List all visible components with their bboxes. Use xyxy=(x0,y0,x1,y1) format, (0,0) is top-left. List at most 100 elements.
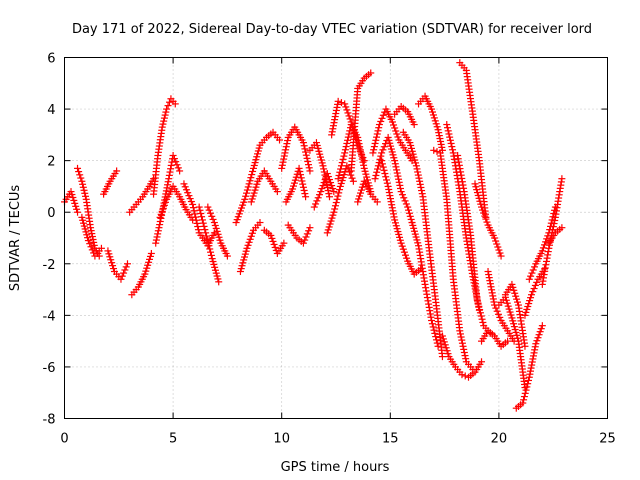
data-point xyxy=(324,173,332,181)
data-point xyxy=(417,183,425,191)
data-point xyxy=(205,206,213,214)
data-point xyxy=(202,229,210,237)
data-point xyxy=(346,127,354,135)
data-point xyxy=(436,135,444,143)
data-point xyxy=(326,220,334,228)
data-point xyxy=(269,237,277,245)
data-point xyxy=(79,183,87,191)
y-tick-label: 0 xyxy=(47,206,55,221)
data-point xyxy=(171,100,179,108)
data-point xyxy=(161,198,169,206)
data-point xyxy=(359,158,367,166)
data-point xyxy=(430,114,438,122)
data-point xyxy=(315,191,323,199)
data-point xyxy=(108,259,116,267)
data-point xyxy=(336,168,344,176)
data-point xyxy=(393,130,401,138)
data-point xyxy=(369,149,377,157)
series-s28 xyxy=(369,105,416,165)
data-point xyxy=(413,165,421,173)
chart-title: Day 171 of 2022, Sidereal Day-to-day VTE… xyxy=(72,22,592,37)
data-point xyxy=(87,224,95,232)
data-point xyxy=(505,305,513,313)
data-point xyxy=(320,168,328,176)
data-point xyxy=(81,192,89,200)
series-s22 xyxy=(310,170,338,211)
y-tick-label: 2 xyxy=(47,155,55,170)
data-point xyxy=(276,136,284,144)
data-point xyxy=(282,146,290,154)
series-s04 xyxy=(100,167,121,198)
data-point xyxy=(355,140,363,148)
series-s33 xyxy=(408,219,442,350)
data-point xyxy=(158,207,166,215)
data-point xyxy=(327,179,335,187)
data-point xyxy=(280,152,288,160)
series-s11 xyxy=(180,180,218,250)
series-s34 xyxy=(415,92,446,154)
x-tick-label: 25 xyxy=(599,432,616,447)
data-point xyxy=(458,339,466,347)
data-point xyxy=(476,309,484,317)
data-point xyxy=(250,189,258,197)
data-point xyxy=(534,334,542,342)
data-point xyxy=(299,180,307,188)
data-point xyxy=(379,111,387,119)
data-point xyxy=(509,283,517,291)
data-point xyxy=(429,111,437,119)
data-point xyxy=(267,231,275,239)
data-point xyxy=(496,313,504,321)
data-point xyxy=(397,239,405,247)
series-s43 xyxy=(495,293,529,392)
data-point xyxy=(301,190,309,198)
y-tick-label: -2 xyxy=(43,258,56,273)
data-point xyxy=(494,310,502,318)
data-point xyxy=(187,198,195,206)
data-point xyxy=(524,303,532,311)
data-point xyxy=(405,209,413,217)
series-s35 xyxy=(430,146,477,374)
data-point xyxy=(74,164,82,172)
data-point xyxy=(291,176,299,184)
data-point xyxy=(297,174,305,182)
data-point xyxy=(558,224,566,232)
data-point xyxy=(328,182,336,190)
data-point xyxy=(241,195,249,203)
data-point xyxy=(290,179,298,187)
data-point xyxy=(297,171,305,179)
data-point xyxy=(378,149,386,157)
data-point xyxy=(165,171,173,179)
series-s20 xyxy=(284,221,314,247)
data-point xyxy=(507,311,515,319)
data-point xyxy=(437,137,445,145)
data-point xyxy=(302,151,310,159)
data-point xyxy=(480,209,488,217)
data-point xyxy=(430,326,438,334)
data-point xyxy=(529,266,537,274)
data-point xyxy=(343,106,351,114)
data-point xyxy=(458,371,466,379)
data-point xyxy=(428,105,436,113)
data-point xyxy=(320,179,328,187)
series-s13 xyxy=(204,203,231,260)
data-point xyxy=(165,175,173,183)
data-point xyxy=(521,342,529,350)
data-point xyxy=(358,152,366,160)
data-point xyxy=(120,269,128,277)
data-point xyxy=(87,243,95,251)
data-point xyxy=(90,241,98,249)
data-point xyxy=(305,227,313,235)
data-point xyxy=(443,347,451,355)
data-point xyxy=(289,185,297,193)
data-point xyxy=(538,247,546,255)
data-point xyxy=(301,145,309,153)
data-point xyxy=(510,286,518,294)
data-point xyxy=(345,112,353,120)
data-point xyxy=(432,120,440,128)
data-point xyxy=(407,215,415,223)
data-point xyxy=(252,183,260,191)
data-point xyxy=(302,193,310,201)
data-point xyxy=(382,176,390,184)
data-point xyxy=(438,143,446,151)
data-point xyxy=(388,118,396,126)
